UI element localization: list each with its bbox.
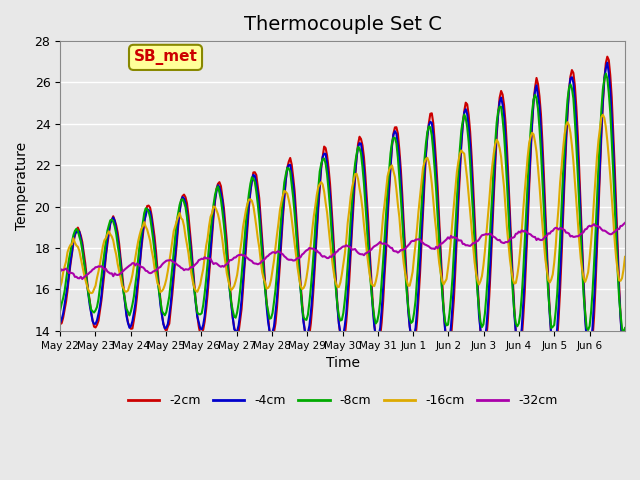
-16cm — [599, 112, 607, 118]
-32cm — [621, 220, 629, 226]
-32cm — [545, 230, 552, 236]
-16cm — [76, 248, 83, 253]
Title: Thermocouple Set C: Thermocouple Set C — [244, 15, 442, 34]
-32cm — [79, 276, 86, 282]
-4cm — [604, 60, 611, 65]
-16cm — [56, 284, 64, 290]
-16cm — [95, 269, 102, 275]
Line: -8cm: -8cm — [60, 73, 625, 333]
-4cm — [459, 121, 467, 127]
-32cm — [95, 264, 102, 269]
-4cm — [620, 348, 627, 354]
Line: -4cm: -4cm — [60, 62, 625, 351]
-2cm — [618, 338, 626, 344]
-2cm — [621, 359, 629, 364]
-16cm — [621, 254, 629, 260]
-8cm — [459, 118, 467, 124]
-16cm — [87, 290, 95, 296]
-8cm — [602, 71, 610, 76]
-8cm — [76, 234, 83, 240]
-8cm — [347, 216, 355, 222]
-32cm — [460, 241, 468, 247]
-2cm — [93, 322, 101, 328]
Text: SB_met: SB_met — [134, 49, 198, 65]
-2cm — [543, 245, 550, 251]
-16cm — [348, 184, 356, 190]
X-axis label: Time: Time — [326, 356, 360, 370]
-4cm — [618, 338, 626, 344]
-8cm — [543, 266, 550, 272]
-32cm — [76, 276, 83, 281]
-8cm — [56, 308, 64, 313]
-8cm — [618, 326, 626, 332]
-2cm — [76, 228, 83, 234]
-4cm — [93, 317, 101, 323]
-2cm — [604, 54, 611, 60]
-8cm — [93, 304, 101, 310]
Y-axis label: Temperature: Temperature — [15, 142, 29, 230]
-32cm — [56, 269, 64, 275]
Line: -32cm: -32cm — [60, 223, 625, 279]
Line: -2cm: -2cm — [60, 57, 625, 361]
-4cm — [621, 348, 629, 354]
-32cm — [618, 223, 626, 229]
-4cm — [56, 320, 64, 326]
-2cm — [56, 321, 64, 327]
-4cm — [543, 256, 550, 262]
Line: -16cm: -16cm — [60, 115, 625, 293]
-4cm — [76, 229, 83, 235]
-8cm — [620, 330, 627, 336]
-2cm — [459, 122, 467, 128]
-32cm — [348, 247, 356, 252]
-4cm — [347, 242, 355, 248]
-16cm — [620, 267, 627, 273]
-16cm — [460, 151, 468, 156]
-2cm — [347, 252, 355, 257]
-16cm — [545, 277, 552, 283]
-8cm — [621, 325, 629, 331]
Legend: -2cm, -4cm, -8cm, -16cm, -32cm: -2cm, -4cm, -8cm, -16cm, -32cm — [123, 389, 563, 412]
